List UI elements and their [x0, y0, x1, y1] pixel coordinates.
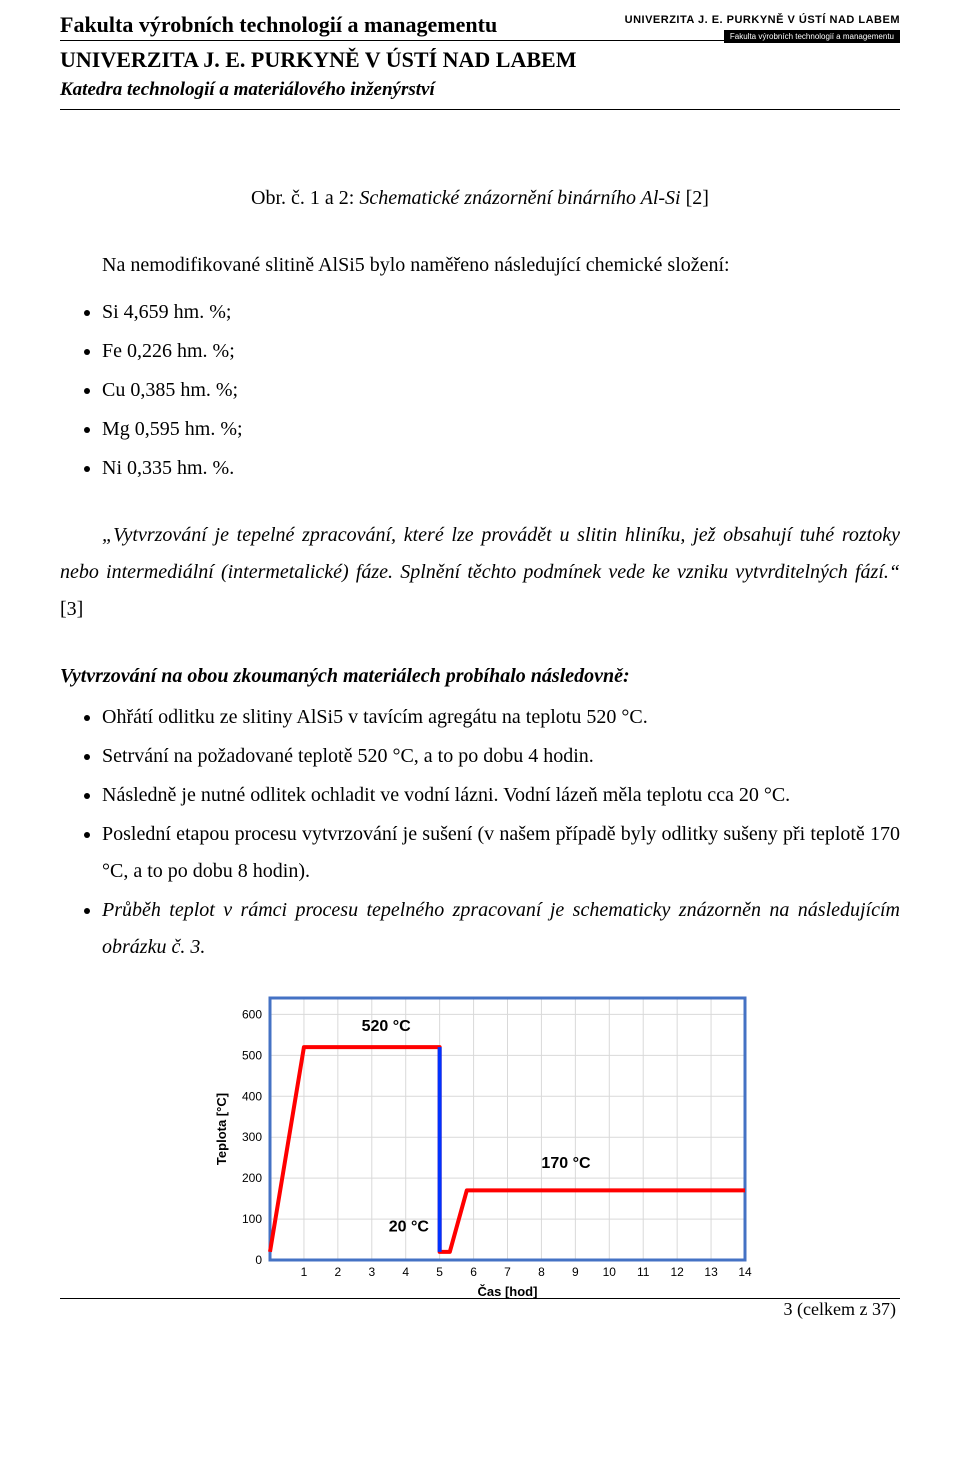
caption-prefix: Obr. č. 1 a 2:: [251, 187, 359, 209]
svg-text:10: 10: [603, 1265, 617, 1279]
svg-text:170 °C: 170 °C: [541, 1155, 591, 1172]
svg-text:9: 9: [572, 1265, 579, 1279]
list-item: Fe 0,226 hm. %;: [102, 333, 900, 370]
page-header: UNIVERZITA J. E. PURKYNĚ V ÚSTÍ NAD LABE…: [60, 12, 900, 110]
svg-text:4: 4: [402, 1265, 409, 1279]
caption-suffix: [2]: [686, 187, 709, 209]
svg-text:13: 13: [704, 1265, 718, 1279]
list-item: Si 4,659 hm. %;: [102, 294, 900, 331]
svg-text:7: 7: [504, 1265, 511, 1279]
svg-text:20 °C: 20 °C: [389, 1218, 430, 1235]
figure-caption: Obr. č. 1 a 2: Schematické znázornění bi…: [60, 180, 900, 217]
svg-text:6: 6: [470, 1265, 477, 1279]
svg-text:200: 200: [242, 1171, 262, 1185]
page-number: 3 (celkem z 37): [784, 1299, 896, 1319]
intro-text: Na nemodifikované slitině AlSi5 bylo nam…: [60, 247, 900, 284]
svg-text:0: 0: [255, 1253, 262, 1267]
logo-main-text: UNIVERZITA J. E. PURKYNĚ V ÚSTÍ NAD LABE…: [625, 14, 900, 26]
list-item: Ohřátí odlitku ze slitiny AlSi5 v tavící…: [102, 699, 900, 736]
quote-citation: [3]: [60, 598, 83, 620]
svg-text:2: 2: [335, 1265, 342, 1279]
svg-text:500: 500: [242, 1048, 262, 1062]
header-department: Katedra technologií a materiálového inže…: [60, 79, 900, 101]
svg-text:520 °C: 520 °C: [362, 1018, 412, 1035]
university-logo: UNIVERZITA J. E. PURKYNĚ V ÚSTÍ NAD LABE…: [625, 14, 900, 44]
list-item: Cu 0,385 hm. %;: [102, 372, 900, 409]
list-item: Poslední etapou procesu vytvrzování je s…: [102, 816, 900, 890]
chart-svg: 10020030040050060001234567891011121314Ča…: [200, 986, 760, 1306]
list-item: Mg 0,595 hm. %;: [102, 411, 900, 448]
process-heading: Vytvrzování na obou zkoumaných materiále…: [60, 658, 900, 695]
svg-text:1: 1: [301, 1265, 308, 1279]
svg-text:Čas [hod]: Čas [hod]: [478, 1284, 538, 1299]
svg-text:3: 3: [368, 1265, 375, 1279]
temperature-chart: 10020030040050060001234567891011121314Ča…: [200, 986, 760, 1306]
svg-text:12: 12: [670, 1265, 684, 1279]
svg-text:5: 5: [436, 1265, 443, 1279]
svg-text:14: 14: [738, 1265, 752, 1279]
list-item: Následně je nutné odlitek ochladit ve vo…: [102, 777, 900, 814]
svg-text:600: 600: [242, 1007, 262, 1021]
process-list: Ohřátí odlitku ze slitiny AlSi5 v tavící…: [102, 699, 900, 966]
quote-text: „Vytvrzování je tepelné zpracování, kter…: [60, 524, 900, 583]
composition-list: Si 4,659 hm. %; Fe 0,226 hm. %; Cu 0,385…: [102, 294, 900, 487]
svg-text:400: 400: [242, 1089, 262, 1103]
svg-text:300: 300: [242, 1130, 262, 1144]
svg-text:Teplota [°C]: Teplota [°C]: [214, 1093, 229, 1165]
header-university: UNIVERZITA J. E. PURKYNĚ V ÚSTÍ NAD LABE…: [60, 47, 900, 73]
svg-text:100: 100: [242, 1212, 262, 1226]
svg-text:8: 8: [538, 1265, 545, 1279]
quote-block: „Vytvrzování je tepelné zpracování, kter…: [60, 517, 900, 628]
list-item: Ni 0,335 hm. %.: [102, 450, 900, 487]
svg-text:11: 11: [637, 1265, 650, 1279]
logo-sub-text: Fakulta výrobních technologií a manageme…: [724, 30, 900, 43]
caption-italic: Schematické znázornění binárního Al-Si: [359, 187, 685, 209]
list-item: Setrvání na požadované teplotě 520 °C, a…: [102, 738, 900, 775]
list-item: Průběh teplot v rámci procesu tepelného …: [102, 892, 900, 966]
